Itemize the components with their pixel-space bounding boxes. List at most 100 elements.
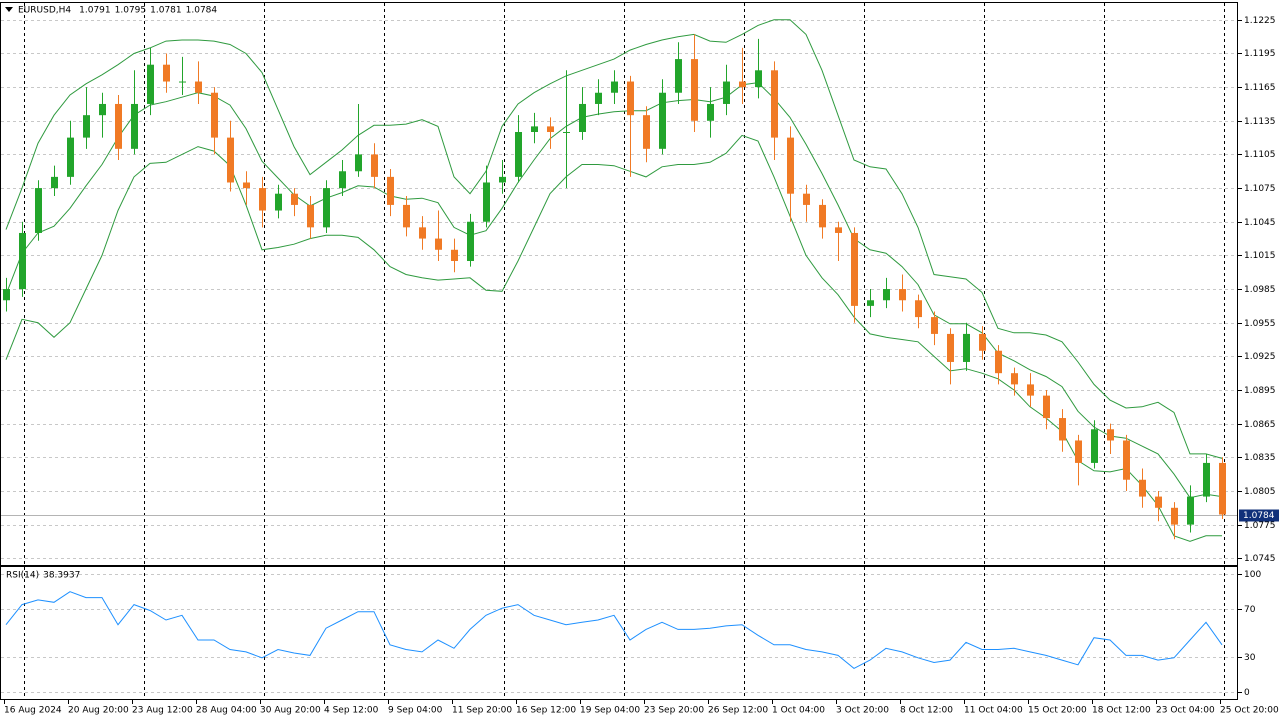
x-tick-label: 18 Oct 12:00 — [1092, 706, 1151, 716]
candle-body — [67, 137, 74, 177]
y-tick-label: 1.1075 — [1244, 184, 1276, 194]
candle-body — [563, 132, 570, 134]
x-tick-label: 23 Sep 20:00 — [644, 706, 704, 716]
candle-body — [1059, 418, 1066, 441]
candle-body — [707, 103, 714, 121]
candle-body — [1123, 440, 1130, 480]
x-tick-label: 28 Aug 04:00 — [196, 706, 257, 716]
x-tick-label: 11 Sep 20:00 — [452, 706, 512, 716]
main-panel-border — [0, 2, 1238, 566]
candle-body — [275, 193, 282, 211]
y-tick-label: 1.1015 — [1244, 251, 1276, 261]
candle-body — [755, 70, 762, 88]
candle-body — [211, 92, 218, 138]
y-tick-label: 1.0985 — [1244, 285, 1276, 295]
candle-body — [483, 182, 490, 222]
y-tick-label: 1.1225 — [1244, 16, 1276, 26]
rsi-title: RSI(14) — [6, 571, 39, 581]
y-tick-label: 1.1195 — [1244, 49, 1276, 59]
candle-body — [947, 333, 954, 362]
candle-body — [195, 81, 202, 93]
candle-body — [787, 137, 794, 194]
y-tick-label: 100 — [1244, 570, 1261, 580]
rsi-line — [5, 591, 1223, 669]
y-tick-label: 1.0775 — [1244, 521, 1276, 531]
y-tick-label: 1.0805 — [1244, 487, 1276, 497]
x-tick-label: 8 Oct 12:00 — [900, 706, 953, 716]
candle-body — [499, 176, 506, 183]
rsi-panel-border — [0, 566, 1238, 700]
candle-body — [51, 176, 58, 189]
candle-body — [1171, 507, 1178, 525]
candle-body — [387, 176, 394, 205]
rsi-last-value: 38.3937 — [43, 571, 80, 581]
candle-body — [227, 137, 234, 183]
candle-body — [1219, 462, 1226, 515]
candle-body — [915, 300, 922, 318]
candle-body — [291, 193, 298, 205]
x-tick-label: 16 Sep 12:00 — [516, 706, 576, 716]
candle-body — [675, 59, 682, 93]
candle-body — [1187, 496, 1194, 525]
candle-body — [1043, 395, 1050, 419]
candle-body — [323, 188, 330, 228]
candle-body — [435, 238, 442, 250]
current-price-tag — [1239, 509, 1279, 522]
x-tick-label: 3 Oct 20:00 — [836, 706, 889, 716]
candle-body — [179, 81, 186, 83]
candle-body — [1107, 429, 1114, 441]
header-value: 1.0784 — [186, 6, 218, 16]
candle-body — [515, 132, 522, 177]
x-tick-label: 20 Aug 20:00 — [68, 706, 129, 716]
x-tick-label: 23 Oct 04:00 — [1156, 706, 1215, 716]
candle-body — [851, 232, 858, 306]
current-price-label: 1.0784 — [1243, 511, 1275, 521]
y-tick-label: 70 — [1244, 605, 1256, 615]
bollinger-band — [5, 134, 1222, 542]
candle-body — [83, 115, 90, 138]
candle-body — [995, 350, 1002, 374]
candle-body — [1027, 384, 1034, 396]
candle-body — [531, 126, 538, 133]
candle-body — [611, 81, 618, 93]
y-tick-label: 1.0955 — [1244, 319, 1276, 329]
candle-body — [163, 64, 170, 82]
candle-body — [819, 204, 826, 228]
candle-body — [723, 81, 730, 104]
candle-body — [1155, 496, 1162, 508]
y-tick-label: 1.0925 — [1244, 352, 1276, 362]
candle-body — [931, 317, 938, 334]
x-tick-label: 9 Sep 04:00 — [388, 706, 443, 716]
candle-body — [243, 182, 250, 189]
candle-body — [403, 204, 410, 228]
candle-body — [627, 81, 634, 116]
candle-body — [835, 227, 842, 233]
candle-body — [1091, 429, 1098, 463]
y-tick-label: 1.1105 — [1244, 150, 1276, 160]
candle-body — [899, 289, 906, 301]
bollinger-band — [5, 82, 1223, 499]
candle-body — [467, 221, 474, 262]
candle-body — [419, 227, 426, 239]
grid-layer — [1, 3, 1242, 704]
candle-body — [1203, 462, 1210, 497]
header-value: 1.0795 — [115, 6, 147, 16]
y-tick-label: 1.0745 — [1244, 554, 1276, 564]
x-tick-label: 26 Sep 12:00 — [708, 706, 768, 716]
menu-triangle[interactable] — [5, 7, 13, 12]
candle-body — [35, 188, 42, 233]
y-tick-label: 1.0865 — [1244, 420, 1276, 430]
x-tick-label: 30 Aug 20:00 — [260, 706, 321, 716]
candle-body — [3, 289, 10, 301]
y-tick-label: 1.1165 — [1244, 83, 1276, 93]
marks-layer — [3, 19, 1226, 669]
candle-body — [739, 81, 746, 88]
y-tick-label: 1.1045 — [1244, 218, 1276, 228]
x-tick-label: 19 Sep 04:00 — [580, 706, 640, 716]
candle-body — [963, 333, 970, 362]
candle-body — [579, 103, 586, 133]
candle-body — [547, 126, 554, 133]
candle-body — [691, 59, 698, 121]
